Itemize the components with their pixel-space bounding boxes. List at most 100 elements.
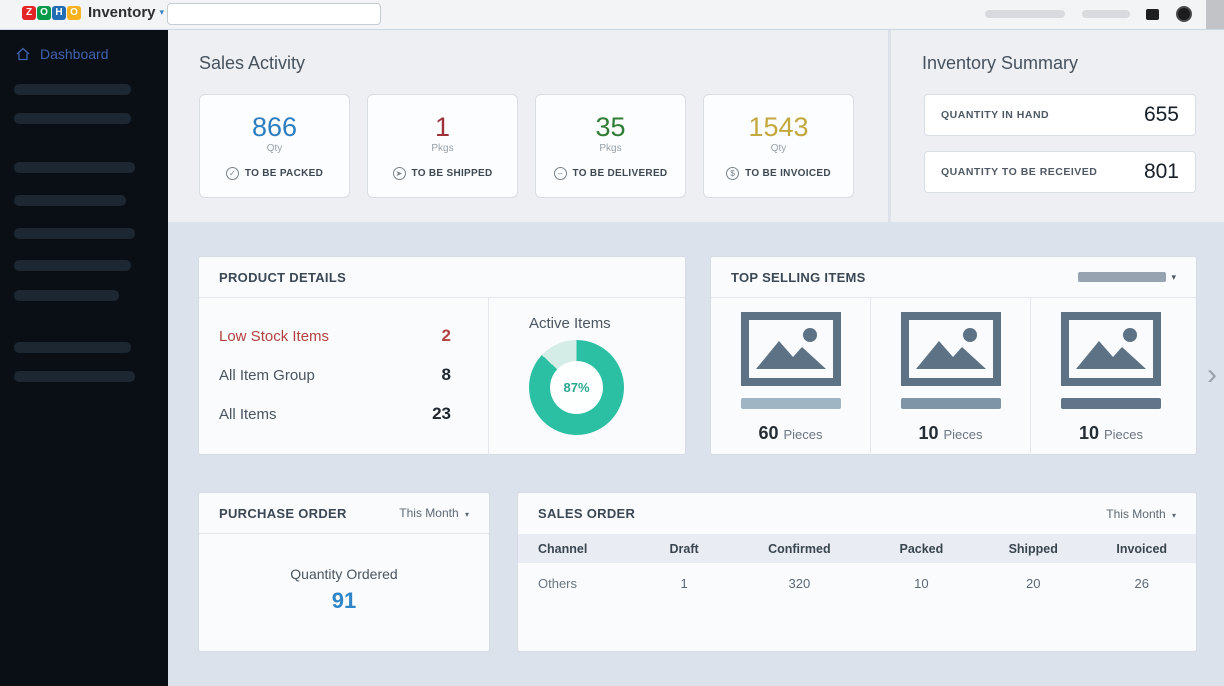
row-value: 8 bbox=[441, 365, 451, 384]
top-selling-items-title: TOP SELLING ITEMS bbox=[731, 269, 866, 285]
metric-value: 1543 bbox=[748, 111, 809, 142]
metric-unit: Qty bbox=[266, 142, 283, 154]
zoho-inventory-logo[interactable]: Z O H O Inventory ▾ bbox=[22, 4, 164, 21]
metric-value: 866 bbox=[251, 111, 298, 142]
all-item-group-row[interactable]: All Item Group 8 bbox=[219, 365, 451, 385]
quantity-to-be-received-row[interactable]: QUANTITY TO BE RECEIVED 801 bbox=[924, 151, 1196, 193]
purchase-order-period-dropdown[interactable]: This Month ▾ bbox=[399, 506, 469, 520]
cell-packed: 10 bbox=[914, 576, 929, 591]
sales-order-table: Channel Draft Confirmed Packed Shipped I… bbox=[518, 534, 1196, 604]
cell-confirmed: 320 bbox=[788, 576, 811, 591]
chevron-down-icon: ▾ bbox=[464, 510, 469, 519]
metric-label: TO BE DELIVERED bbox=[572, 167, 668, 179]
shipped-icon: ➤ bbox=[392, 166, 406, 180]
sales-order-period-dropdown[interactable]: This Month ▾ bbox=[1106, 507, 1176, 521]
card-to-be-packed[interactable]: 866 Qty ✓ TO BE PACKED bbox=[199, 94, 350, 198]
apps-grid-icon[interactable] bbox=[1146, 9, 1159, 20]
sidebar-item-redacted[interactable] bbox=[14, 84, 131, 95]
all-items-row[interactable]: All Items 23 bbox=[219, 404, 451, 424]
topbar-edge-element[interactable] bbox=[1206, 0, 1224, 29]
sales-order-title: SALES ORDER bbox=[538, 506, 636, 521]
cell-draft: 1 bbox=[680, 576, 688, 591]
row-label: QUANTITY TO BE RECEIVED bbox=[941, 166, 1098, 178]
metric-label: TO BE PACKED bbox=[244, 167, 324, 179]
logo-tile-o2: O bbox=[67, 5, 81, 20]
col-shipped: Shipped bbox=[1008, 541, 1058, 556]
sidebar-item-redacted[interactable] bbox=[14, 195, 126, 206]
sidebar-item-redacted[interactable] bbox=[14, 113, 131, 124]
metric-unit: Pkgs bbox=[431, 142, 454, 154]
item-unit: Pieces bbox=[783, 427, 823, 442]
row-label: Low Stock Items bbox=[219, 327, 330, 345]
item-quantity: 10 bbox=[1078, 423, 1099, 443]
active-items-title: Active Items bbox=[529, 315, 611, 332]
metric-label: TO BE INVOICED bbox=[745, 167, 831, 179]
app-name: Inventory bbox=[88, 4, 156, 21]
item-unit: Pieces bbox=[1104, 427, 1144, 442]
row-value: 801 bbox=[1143, 160, 1179, 183]
sales-order-card: SALES ORDER This Month ▾ Channel Draft C… bbox=[517, 492, 1197, 652]
topbar-redacted-item[interactable] bbox=[1082, 10, 1130, 18]
sidebar-item-label: Dashboard bbox=[40, 46, 109, 62]
metric-value: 35 bbox=[595, 111, 626, 142]
purchase-order-card: PURCHASE ORDER This Month ▾ Quantity Ord… bbox=[198, 492, 490, 652]
card-to-be-shipped[interactable]: 1 Pkgs ➤ TO BE SHIPPED bbox=[367, 94, 518, 198]
quantity-ordered-value: 91 bbox=[331, 588, 357, 613]
inventory-summary-title: Inventory Summary bbox=[922, 53, 1079, 73]
table-row[interactable]: Others 1 320 10 20 26 bbox=[518, 563, 1196, 604]
cell-channel: Others bbox=[538, 576, 578, 591]
top-selling-items-card: TOP SELLING ITEMS ▾ 60 Pieces bbox=[710, 256, 1217, 455]
sidebar-item-redacted[interactable] bbox=[14, 290, 119, 301]
purchase-order-title: PURCHASE ORDER bbox=[219, 505, 347, 521]
user-avatar[interactable] bbox=[1176, 6, 1192, 22]
col-confirmed: Confirmed bbox=[768, 541, 831, 556]
product-image-placeholder-icon bbox=[900, 312, 1001, 386]
product-image-placeholder-icon bbox=[740, 312, 841, 386]
quantity-ordered-label: Quantity Ordered bbox=[290, 566, 398, 582]
donut-center: 87% bbox=[550, 361, 603, 414]
top-selling-filter-dropdown[interactable]: ▾ bbox=[1078, 272, 1176, 283]
home-icon bbox=[16, 47, 30, 61]
carousel-next-icon[interactable]: › bbox=[1207, 358, 1217, 391]
col-channel: Channel bbox=[538, 541, 588, 556]
row-value: 23 bbox=[432, 404, 451, 423]
sidebar-item-redacted[interactable] bbox=[14, 371, 135, 382]
redacted-item-name bbox=[900, 398, 1001, 409]
low-stock-items-row[interactable]: Low Stock Items 2 bbox=[219, 326, 451, 346]
top-selling-item[interactable]: 10 Pieces bbox=[871, 298, 1031, 455]
top-selling-item[interactable]: 10 Pieces › bbox=[1031, 298, 1217, 455]
product-image-placeholder-icon bbox=[1061, 312, 1161, 386]
sidebar-item-dashboard[interactable]: Dashboard bbox=[16, 46, 109, 62]
redacted-item-name bbox=[740, 398, 841, 409]
row-label: QUANTITY IN HAND bbox=[941, 109, 1050, 121]
topbar-redacted-item[interactable] bbox=[985, 10, 1065, 18]
table-header-row: Channel Draft Confirmed Packed Shipped I… bbox=[518, 534, 1196, 563]
card-to-be-invoiced[interactable]: 1543 Qty $ TO BE INVOICED bbox=[703, 94, 854, 198]
metric-value: 1 bbox=[434, 111, 451, 142]
topbar: Z O H O Inventory ▾ bbox=[0, 0, 1224, 30]
product-details-title: PRODUCT DETAILS bbox=[219, 269, 347, 285]
cell-invoiced: 26 bbox=[1134, 576, 1149, 591]
logo-tile-h: H bbox=[52, 5, 66, 20]
sidebar-item-redacted[interactable] bbox=[14, 162, 135, 173]
sidebar-item-redacted[interactable] bbox=[14, 228, 135, 239]
app-switcher-caret-icon[interactable]: ▾ bbox=[159, 7, 165, 17]
top-selling-item[interactable]: 60 Pieces bbox=[711, 298, 871, 455]
sales-activity-cards: 866 Qty ✓ TO BE PACKED 1 Pkgs ➤ TO BE SH… bbox=[199, 94, 871, 198]
row-value: 2 bbox=[441, 326, 451, 345]
section-divider bbox=[888, 30, 891, 222]
chevron-down-icon: ▾ bbox=[1171, 271, 1176, 282]
quantity-in-hand-row[interactable]: QUANTITY IN HAND 655 bbox=[924, 94, 1196, 136]
item-quantity: 60 bbox=[758, 423, 779, 443]
search-input[interactable] bbox=[167, 3, 381, 25]
card-to-be-delivered[interactable]: 35 Pkgs – TO BE DELIVERED bbox=[535, 94, 686, 198]
zoho-logo-icon: Z O H O bbox=[22, 5, 82, 20]
col-invoiced: Invoiced bbox=[1116, 541, 1168, 556]
sales-activity-title: Sales Activity bbox=[199, 53, 306, 73]
col-draft: Draft bbox=[669, 541, 699, 556]
sidebar-item-redacted[interactable] bbox=[14, 260, 131, 271]
divider bbox=[488, 298, 489, 455]
redacted-filter-value bbox=[1078, 272, 1167, 282]
col-packed: Packed bbox=[899, 541, 944, 556]
sidebar-item-redacted[interactable] bbox=[14, 342, 131, 353]
